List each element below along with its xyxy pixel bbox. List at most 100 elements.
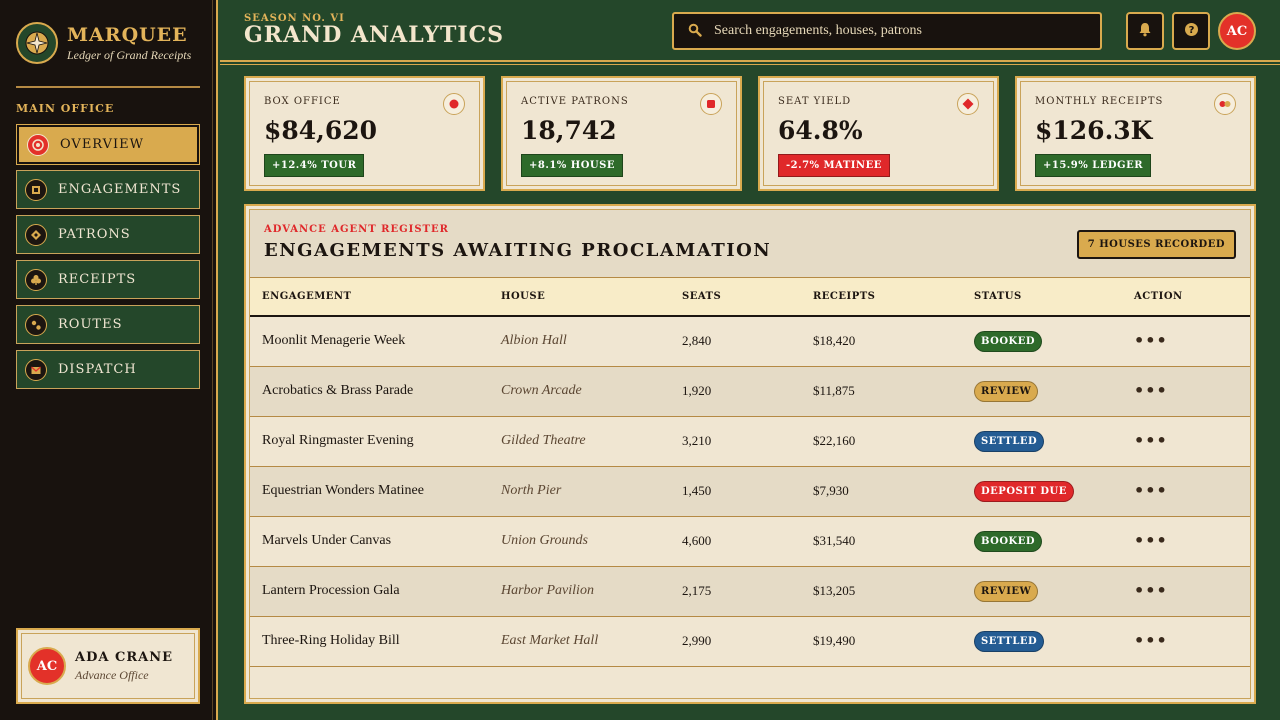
header-divider xyxy=(220,60,1280,65)
receipts-cell: $19,490 xyxy=(813,633,856,648)
panel-header: ADVANCE AGENT REGISTER ENGAGEMENTS AWAIT… xyxy=(250,210,1250,278)
table-row[interactable]: Lantern Procession Gala Harbor Pavilion … xyxy=(250,566,1250,616)
stat-value: 18,742 xyxy=(521,116,617,145)
stat-card-active-patrons: ACTIVE PATRONS 18,742 +8.1% HOUSE xyxy=(501,76,742,191)
nav-item-routes[interactable]: ROUTES xyxy=(16,305,200,344)
more-actions-icon[interactable]: ••• xyxy=(1134,381,1168,400)
status-badge: DEPOSIT DUE xyxy=(974,480,1074,502)
house-cell: Albion Hall xyxy=(501,333,567,349)
diamond-icon xyxy=(25,223,47,246)
houses-count-badge: 7 HOUSES RECORDED xyxy=(1076,230,1236,259)
nav-label: RECEIPTS xyxy=(58,272,137,287)
seats-cell: 3,210 xyxy=(682,433,712,448)
stat-delta: +12.4% TOUR xyxy=(264,154,365,177)
engagement-cell: Acrobatics & Brass Parade xyxy=(262,383,414,398)
compass-star-icon xyxy=(16,22,58,64)
stat-card-seat-yield: SEAT YIELD 64.8% -2.7% MATINEE xyxy=(758,76,999,191)
nav-label: DISPATCH xyxy=(58,362,137,377)
stat-label: SEAT YIELD xyxy=(778,96,852,107)
header: SEASON NO. VI GRAND ANALYTICS ? AC xyxy=(220,0,1280,64)
engagement-cell: Marvels Under Canvas xyxy=(262,533,392,548)
table-row[interactable]: Royal Ringmaster Evening Gilded Theatre … xyxy=(250,416,1250,466)
help-button[interactable]: ? xyxy=(1172,12,1210,50)
more-actions-icon[interactable]: ••• xyxy=(1134,531,1168,550)
status-badge: BOOKED xyxy=(974,330,1043,352)
nav-item-patrons[interactable]: PATRONS xyxy=(16,215,200,254)
seats-cell: 4,600 xyxy=(682,533,712,548)
nav-label: ENGAGEMENTS xyxy=(58,182,182,197)
sidebar: MARQUEE Ledger of Grand Receipts MAIN OF… xyxy=(0,0,218,720)
table-header-row: ENGAGEMENT HOUSE SEATS RECEIPTS STATUS A… xyxy=(250,278,1250,316)
svg-text:?: ? xyxy=(1188,25,1194,36)
club-icon xyxy=(25,268,47,291)
status-badge: REVIEW xyxy=(974,580,1039,602)
more-actions-icon[interactable]: ••• xyxy=(1134,331,1168,351)
nav-item-dispatch[interactable]: DISPATCH xyxy=(16,350,200,389)
house-cell: Gilded Theatre xyxy=(501,433,586,448)
more-actions-icon[interactable]: ••• xyxy=(1134,431,1168,450)
header-avatar[interactable]: AC xyxy=(1218,12,1256,50)
help-icon: ? xyxy=(1184,22,1199,41)
stat-value: $126.3K xyxy=(1035,116,1153,145)
nav-item-receipts[interactable]: RECEIPTS xyxy=(16,260,200,299)
route-dots-icon xyxy=(25,313,47,336)
avatar: AC xyxy=(28,647,66,685)
page-title: GRAND ANALYTICS xyxy=(244,22,505,48)
nav-label: PATRONS xyxy=(58,227,131,242)
seats-cell: 1,450 xyxy=(682,483,712,498)
ring-dot-icon xyxy=(443,93,465,115)
seats-cell: 2,175 xyxy=(682,583,712,598)
stat-card-monthly-receipts: MONTHLY RECEIPTS $126.3K +15.9% LEDGER xyxy=(1015,76,1256,191)
table-row[interactable]: Equestrian Wonders Matinee North Pier 1,… xyxy=(250,466,1250,516)
table-row[interactable]: Marvels Under Canvas Union Grounds 4,600… xyxy=(250,516,1250,566)
nav-item-overview[interactable]: OVERVIEW xyxy=(17,125,199,164)
search-input[interactable] xyxy=(714,23,1084,39)
house-cell: Harbor Pavilion xyxy=(501,583,594,598)
house-cell: North Pier xyxy=(501,483,562,498)
nav-heading: MAIN OFFICE xyxy=(16,102,115,115)
diamond-icon xyxy=(957,93,979,115)
double-dot-icon xyxy=(1214,93,1236,115)
season-label: SEASON NO. VI xyxy=(244,13,345,24)
column-header-engagement[interactable]: ENGAGEMENT xyxy=(262,291,352,302)
more-actions-icon[interactable]: ••• xyxy=(1134,631,1168,650)
receipts-cell: $31,540 xyxy=(813,533,856,548)
stat-label: ACTIVE PATRONS xyxy=(521,96,629,107)
table-row[interactable]: Three-Ring Holiday Bill East Market Hall… xyxy=(250,616,1250,666)
table-row[interactable]: Moonlit Menagerie Week Albion Hall 2,840… xyxy=(250,316,1250,366)
user-card[interactable]: AC ADA CRANE Advance Office xyxy=(16,628,200,704)
column-header-receipts[interactable]: RECEIPTS xyxy=(813,291,876,302)
column-header-status[interactable]: STATUS xyxy=(974,291,1022,302)
house-cell: Union Grounds xyxy=(501,533,588,548)
stat-card-box-office: BOX OFFICE $84,620 +12.4% TOUR xyxy=(244,76,485,191)
status-badge: BOOKED xyxy=(974,530,1043,552)
envelope-icon xyxy=(25,358,47,381)
stat-value: 64.8% xyxy=(778,116,863,145)
more-actions-icon[interactable]: ••• xyxy=(1134,481,1168,500)
target-icon xyxy=(27,133,49,156)
seats-cell: 1,920 xyxy=(682,383,712,398)
receipts-cell: $13,205 xyxy=(813,583,856,598)
column-header-house[interactable]: HOUSE xyxy=(501,291,546,302)
status-badge: SETTLED xyxy=(974,430,1045,452)
engagements-table: ENGAGEMENT HOUSE SEATS RECEIPTS STATUS A… xyxy=(250,278,1250,667)
engagement-cell: Equestrian Wonders Matinee xyxy=(262,483,424,498)
engagement-cell: Three-Ring Holiday Bill xyxy=(262,633,400,648)
receipts-cell: $22,160 xyxy=(813,433,856,448)
stat-delta: +15.9% LEDGER xyxy=(1035,154,1152,177)
engagement-cell: Lantern Procession Gala xyxy=(262,583,400,598)
brand[interactable]: MARQUEE Ledger of Grand Receipts xyxy=(16,22,191,64)
stat-delta: -2.7% MATINEE xyxy=(778,154,890,177)
divider xyxy=(16,86,200,88)
main-nav: OVERVIEW ENGAGEMENTS PATRONS RECEIPTS RO… xyxy=(16,125,200,395)
seats-cell: 2,840 xyxy=(682,333,712,349)
column-header-seats[interactable]: SEATS xyxy=(682,291,722,302)
table-row[interactable]: Acrobatics & Brass Parade Crown Arcade 1… xyxy=(250,366,1250,416)
search-bar[interactable] xyxy=(672,12,1102,50)
stat-label: BOX OFFICE xyxy=(264,96,341,107)
more-actions-icon[interactable]: ••• xyxy=(1134,581,1168,600)
seats-cell: 2,990 xyxy=(682,633,712,648)
nav-item-engagements[interactable]: ENGAGEMENTS xyxy=(16,170,200,209)
status-badge: REVIEW xyxy=(974,380,1039,402)
notifications-button[interactable] xyxy=(1126,12,1164,50)
